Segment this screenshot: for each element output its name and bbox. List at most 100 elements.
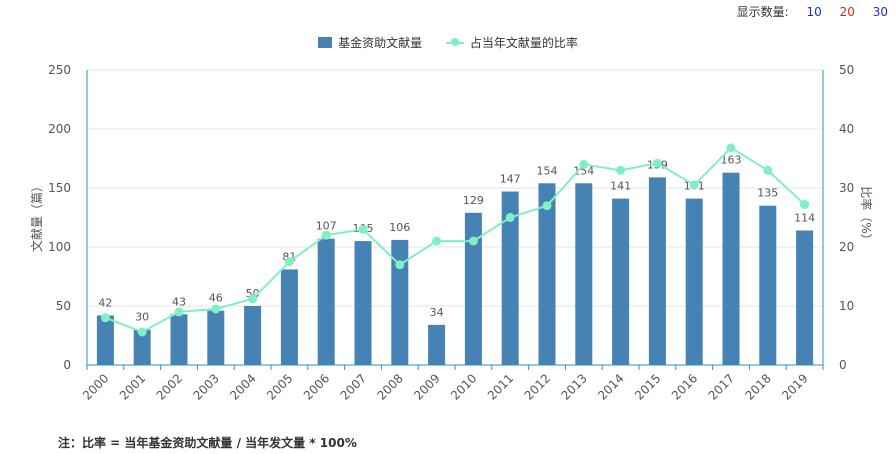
y-axis-left-title: 文献量（篇） [29,180,44,252]
x-tick-label: 2000 [80,371,111,402]
line-point [432,236,442,246]
bar [354,241,372,365]
bar-data-label: 107 [316,220,337,233]
y-left-tick-label: 200 [48,122,71,136]
bar-series-swatch [318,37,333,48]
bar [501,191,519,365]
bar [170,314,188,365]
line-point [468,236,478,246]
line-point [100,313,110,323]
bar-data-label: 135 [757,187,778,200]
y-right-tick-label: 40 [839,122,854,136]
y-right-tick-label: 30 [839,181,854,195]
x-tick-label: 2002 [154,371,185,402]
x-tick-label: 2012 [522,371,553,402]
bar-data-label: 106 [389,221,410,234]
legend-item-line-series[interactable]: 占当年文献量的比率 [445,34,578,51]
line-point [542,201,552,211]
bar-data-label: 141 [610,180,631,193]
bar-data-label: 30 [135,311,149,324]
display-count-option-10[interactable]: 10 [806,5,822,19]
line-point [358,224,368,234]
bar [280,269,298,365]
bar-data-label: 154 [537,164,558,177]
x-tick-label: 2011 [485,371,516,402]
line-point [505,213,515,222]
y-left-tick-label: 150 [48,181,71,195]
bar-data-labels: 4230434650811071051063412914715415414115… [98,154,815,324]
line-point [137,327,147,337]
x-tick-label: 2014 [595,371,626,402]
line-point [395,260,405,270]
bar [391,239,409,365]
combo-chart: 4230434650811071051063412914715415414115… [29,63,874,403]
x-tick-label: 2005 [264,371,295,402]
x-tick-label: 2008 [374,371,405,402]
x-tick-label: 2013 [558,371,589,402]
line-point [248,294,258,304]
bar-data-label: 129 [463,194,484,207]
legend-label-bar-series: 基金资助文献量 [338,36,423,50]
line-point [689,180,699,190]
line-series-swatch [445,37,464,48]
display-count-option-30[interactable]: 30 [872,5,888,19]
line-point [652,158,662,168]
bar [207,310,225,365]
line-path [105,146,806,334]
x-tick-label: 2007 [338,371,369,402]
y-axis-right-title: 比率（%） [859,186,874,245]
bar-data-label: 114 [794,211,815,224]
x-tick-label: 2016 [669,371,700,402]
x-tick-label: 2017 [706,371,737,402]
bar [133,329,151,365]
bar-data-label: 43 [172,295,186,308]
line-point [211,304,221,314]
y-right-tick-label: 20 [839,240,854,254]
bar [722,172,740,365]
line-point [321,230,331,240]
chart-legend: 基金资助文献量 占当年文献量的比率 [0,34,896,51]
y-right-tick-label: 50 [839,63,854,77]
y-left-tick-label: 50 [56,299,71,313]
x-tick-label: 2004 [227,371,258,402]
bar [464,212,482,365]
line-point [579,159,589,169]
legend-item-bar-series[interactable]: 基金资助文献量 [318,34,422,51]
legend-label-line-series: 占当年文献量的比率 [469,36,578,50]
grid-lines [87,69,823,366]
line-series [100,143,810,337]
x-tick-label: 2003 [190,371,221,402]
bar [538,183,556,365]
line-point [616,165,626,175]
bar [428,324,446,365]
x-tick-label: 2015 [632,371,663,402]
display-count-control: 显示数量: 10 20 30 [737,3,888,20]
bar-data-label: 147 [500,173,521,186]
bar [796,230,814,365]
line-point [174,307,184,317]
y-left-tick-label: 250 [48,63,71,77]
bar [244,306,262,365]
bar-data-label: 46 [209,292,223,305]
bar [648,177,666,365]
line-point [800,200,810,210]
bar-series [96,172,814,365]
x-tick-label: 2010 [448,371,479,402]
display-count-option-20[interactable]: 20 [839,5,855,19]
y-left-tick-label: 0 [63,358,71,372]
bar-data-label: 163 [721,154,742,167]
bar-data-label: 34 [430,306,444,319]
bar [612,198,630,365]
line-point [763,165,773,175]
y-right-tick-label: 10 [839,299,854,313]
x-tick-label: 2018 [742,371,773,402]
x-tick-label: 2019 [779,371,810,402]
bar [575,183,593,365]
bar [317,238,335,365]
line-point [284,257,294,267]
footnote: 注：比率 = 当年基金资助文献量 / 当年发文量 * 100% [58,436,357,450]
line-point [726,143,736,153]
bar [685,198,703,365]
x-tick-label: 2006 [301,371,332,402]
y-right-tick-label: 0 [839,358,847,372]
